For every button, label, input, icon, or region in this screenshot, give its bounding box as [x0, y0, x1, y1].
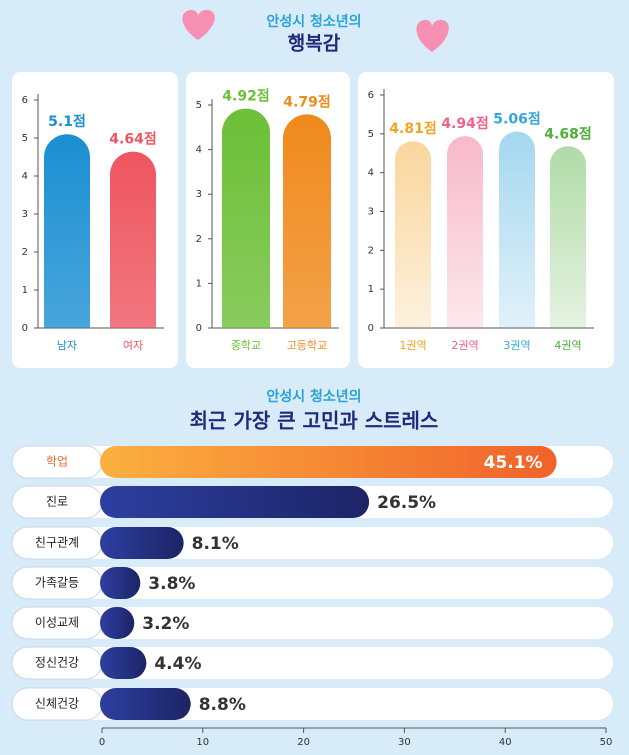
value-label: 5.06점	[493, 111, 540, 128]
bar	[100, 607, 135, 639]
bar	[44, 134, 90, 328]
heart	[416, 19, 449, 52]
category-label: 학업	[46, 455, 68, 469]
kicker: 안성시 청소년의	[266, 13, 361, 30]
category-label: 진로	[46, 495, 68, 509]
x-tick-label: 40	[499, 737, 512, 748]
value-label: 4.79점	[283, 93, 330, 110]
y-tick-label: 5	[368, 129, 374, 140]
bar	[499, 131, 535, 328]
value-label: 4.92점	[222, 88, 269, 105]
bar	[395, 141, 431, 328]
x-tick-label: 중학교	[231, 339, 261, 352]
y-tick-label: 2	[368, 245, 374, 256]
x-tick-label: 3권역	[503, 339, 530, 352]
y-tick-label: 1	[368, 284, 374, 295]
y-tick-label: 0	[22, 323, 28, 334]
bar	[447, 136, 483, 328]
category-label: 신체건강	[35, 697, 79, 711]
track	[12, 567, 613, 599]
value-label: 4.68점	[544, 125, 591, 142]
y-tick-label: 3	[196, 189, 202, 200]
y-tick-label: 2	[22, 247, 28, 258]
value-label: 4.94점	[441, 115, 488, 132]
bar	[100, 446, 557, 478]
x-tick-label: 10	[196, 737, 209, 748]
x-tick-label: 20	[297, 737, 310, 748]
value-label: 8.1%	[192, 534, 239, 554]
y-tick-label: 5	[196, 100, 202, 111]
bar	[550, 146, 586, 328]
value-label: 3.8%	[148, 574, 195, 594]
y-tick-label: 4	[368, 168, 374, 179]
x-tick-label: 고등학교	[287, 339, 327, 352]
value-label: 4.81점	[389, 120, 436, 137]
x-tick-label: 1권역	[399, 339, 426, 352]
y-tick-label: 4	[22, 171, 28, 182]
bar	[110, 151, 156, 328]
bar	[100, 527, 184, 559]
track	[12, 607, 613, 639]
kicker: 안성시 청소년의	[266, 388, 361, 405]
x-tick-label: 30	[398, 737, 411, 748]
value-label: 26.5%	[377, 493, 436, 513]
value-label: 45.1%	[484, 453, 543, 473]
value-label: 3.2%	[142, 614, 189, 634]
y-tick-label: 4	[196, 145, 202, 156]
y-tick-label: 1	[196, 278, 202, 289]
bar	[100, 567, 141, 599]
category-label: 가족갈등	[35, 576, 79, 590]
y-tick-label: 2	[196, 234, 202, 245]
bar	[222, 108, 270, 328]
track	[12, 647, 613, 679]
heading: 행복감	[288, 33, 341, 55]
heading: 최근 가장 큰 고민과 스트레스	[190, 409, 439, 433]
y-tick-label: 3	[368, 207, 374, 218]
heart	[182, 9, 215, 40]
x-tick-label: 0	[99, 737, 105, 748]
y-tick-label: 1	[22, 285, 28, 296]
x-tick-label: 50	[600, 737, 613, 748]
y-tick-label: 3	[22, 209, 28, 220]
value-label: 8.8%	[199, 695, 246, 715]
bar	[100, 688, 191, 720]
bar	[100, 647, 147, 679]
category-label: 친구관계	[35, 536, 79, 550]
category-label: 이성교제	[35, 616, 79, 630]
y-tick-label: 0	[368, 323, 374, 334]
y-tick-label: 5	[22, 133, 28, 144]
value-label: 4.64점	[109, 131, 156, 148]
y-tick-label: 6	[368, 90, 374, 101]
x-tick-label: 남자	[57, 339, 77, 352]
x-tick-label: 4권역	[554, 339, 581, 352]
x-tick-label: 2권역	[451, 339, 478, 352]
bar	[100, 486, 370, 518]
y-tick-label: 0	[196, 323, 202, 334]
value-label: 5.1점	[48, 113, 86, 130]
x-tick-label: 여자	[123, 339, 143, 352]
bar	[283, 114, 331, 329]
y-tick-label: 6	[22, 95, 28, 106]
category-label: 정신건강	[35, 656, 79, 670]
value-label: 4.4%	[154, 654, 201, 674]
